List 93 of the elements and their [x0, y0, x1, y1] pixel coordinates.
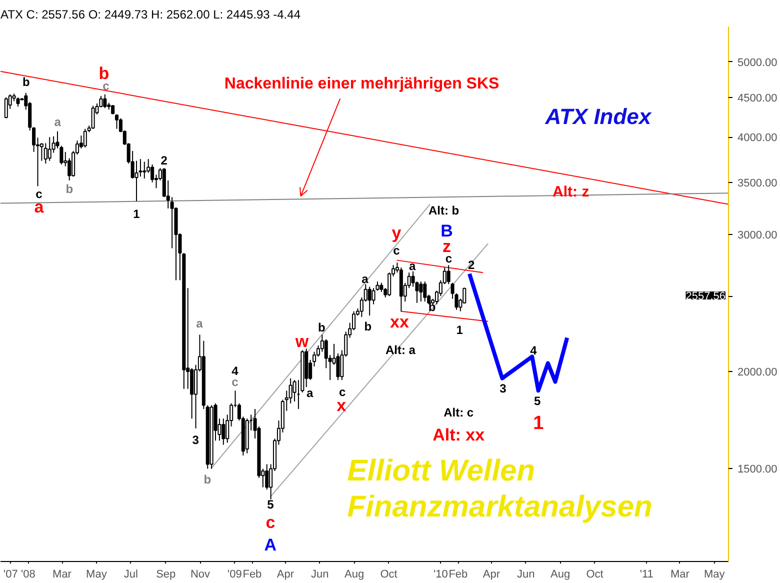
candlestick — [114, 114, 119, 130]
candlestick — [103, 94, 107, 109]
annotation: Elliott Wellen — [347, 454, 536, 488]
annotation: xx — [390, 312, 410, 332]
candlestick — [265, 464, 269, 490]
x-tick-label: Mar — [670, 568, 690, 580]
annotation: Alt: z — [552, 184, 590, 201]
y-tick-label: 4000.00 — [738, 132, 778, 144]
annotation: b — [22, 75, 30, 90]
x-tick-label: '10 — [434, 568, 448, 580]
annotation: a — [306, 386, 314, 400]
x-tick-label: Apr — [276, 568, 294, 580]
annotation: b — [204, 472, 212, 487]
annotation: y — [392, 224, 402, 243]
x-tick-label: Sep — [156, 568, 176, 580]
annotation: w — [294, 332, 310, 351]
candlestick — [446, 264, 450, 285]
annotation: 2 — [160, 154, 168, 168]
candlestick — [380, 282, 384, 293]
candlestick — [388, 272, 392, 297]
annotation: c — [393, 244, 400, 258]
annotation: 3 — [192, 433, 200, 448]
annotation: x — [336, 396, 347, 416]
candlestick — [91, 105, 95, 130]
y-tick-label: 3000.00 — [738, 229, 778, 242]
annotation: Finanzmarktanalysen — [347, 490, 652, 524]
annotation: c — [266, 513, 276, 532]
x-tick-label: Oct — [586, 568, 604, 580]
x-tick-label: Feb — [448, 568, 468, 580]
annotation: b — [428, 300, 436, 314]
annotation: Alt: a — [385, 343, 416, 358]
chart-subtitle: ATX C: 2557.56 O: 2449.73 H: 2562.00 L: 2445.93 -4.44 — [0, 8, 301, 22]
x-tick-label: '11 — [640, 568, 654, 580]
x-tick-label: Jun — [311, 568, 329, 580]
annotation: 4 — [530, 344, 538, 358]
candlestick — [288, 378, 292, 404]
candlestick — [423, 281, 427, 302]
annotation: 3 — [500, 382, 507, 396]
x-tick-label: Aug — [344, 568, 364, 580]
y-tick-label: 5000.00 — [738, 56, 778, 69]
x-tick-label: '08 — [20, 568, 36, 580]
annotation: 1 — [133, 207, 140, 222]
annotation: b — [364, 320, 372, 334]
x-tick-label: Feb — [242, 568, 262, 580]
x-tick-label: Oct — [380, 568, 398, 580]
x-tick-label: '07 — [3, 568, 18, 580]
x-tick-label: Apr — [482, 568, 500, 580]
line-series — [467, 272, 570, 393]
annotation: b — [66, 182, 74, 196]
annotation: Nackenlinie einer mehrjährigen SKS — [224, 76, 500, 93]
x-tick-label: '09 — [228, 568, 242, 580]
annotation: c — [232, 375, 239, 390]
annotation: 1 — [533, 413, 544, 434]
annotation: Alt: c — [444, 405, 474, 420]
annotation: a — [196, 316, 204, 331]
annotation: a — [362, 272, 369, 286]
annotation: 5 — [267, 498, 274, 512]
candlestick — [134, 160, 138, 202]
x-tick-label: Jul — [124, 568, 138, 580]
x-tick-label: May — [704, 568, 726, 580]
candlestick — [372, 288, 376, 305]
x-tick-label: Mar — [52, 568, 72, 580]
candlestick — [4, 96, 8, 119]
candlestick — [16, 96, 20, 108]
candlestick — [368, 286, 372, 316]
candlestick — [111, 104, 115, 115]
x-tick-label: May — [86, 568, 108, 580]
annotation: 5 — [534, 394, 542, 408]
annotation: b — [318, 320, 326, 335]
annotation: 2 — [468, 258, 476, 272]
x-tick-label: Nov — [190, 568, 211, 580]
candlestick — [419, 281, 423, 302]
x-tick-label: Aug — [550, 568, 570, 580]
candlestick — [142, 161, 146, 179]
text: ATX Index — [544, 104, 652, 129]
annotation: c — [339, 384, 346, 399]
y-tick-label: 2000.00 — [738, 366, 778, 378]
annotation: A — [264, 535, 277, 554]
annotation: a — [54, 115, 62, 129]
y-tick-label: 3500.00 — [738, 177, 778, 190]
annotation: Alt: b — [428, 204, 460, 218]
annotation: Alt: xx — [432, 425, 486, 444]
candlestick — [40, 142, 44, 162]
y-tick-label: 1500.00 — [738, 464, 778, 476]
candlestick — [222, 418, 226, 446]
candlestick — [83, 128, 87, 148]
annotation: a — [408, 259, 416, 274]
x-tick-label: Jun — [517, 568, 535, 580]
annotation: 2557.56 — [686, 290, 726, 302]
candlestick — [48, 136, 52, 162]
annotation: 4 — [232, 364, 239, 378]
annotation: 1 — [456, 323, 464, 338]
y-tick-label: 4500.00 — [738, 92, 778, 104]
